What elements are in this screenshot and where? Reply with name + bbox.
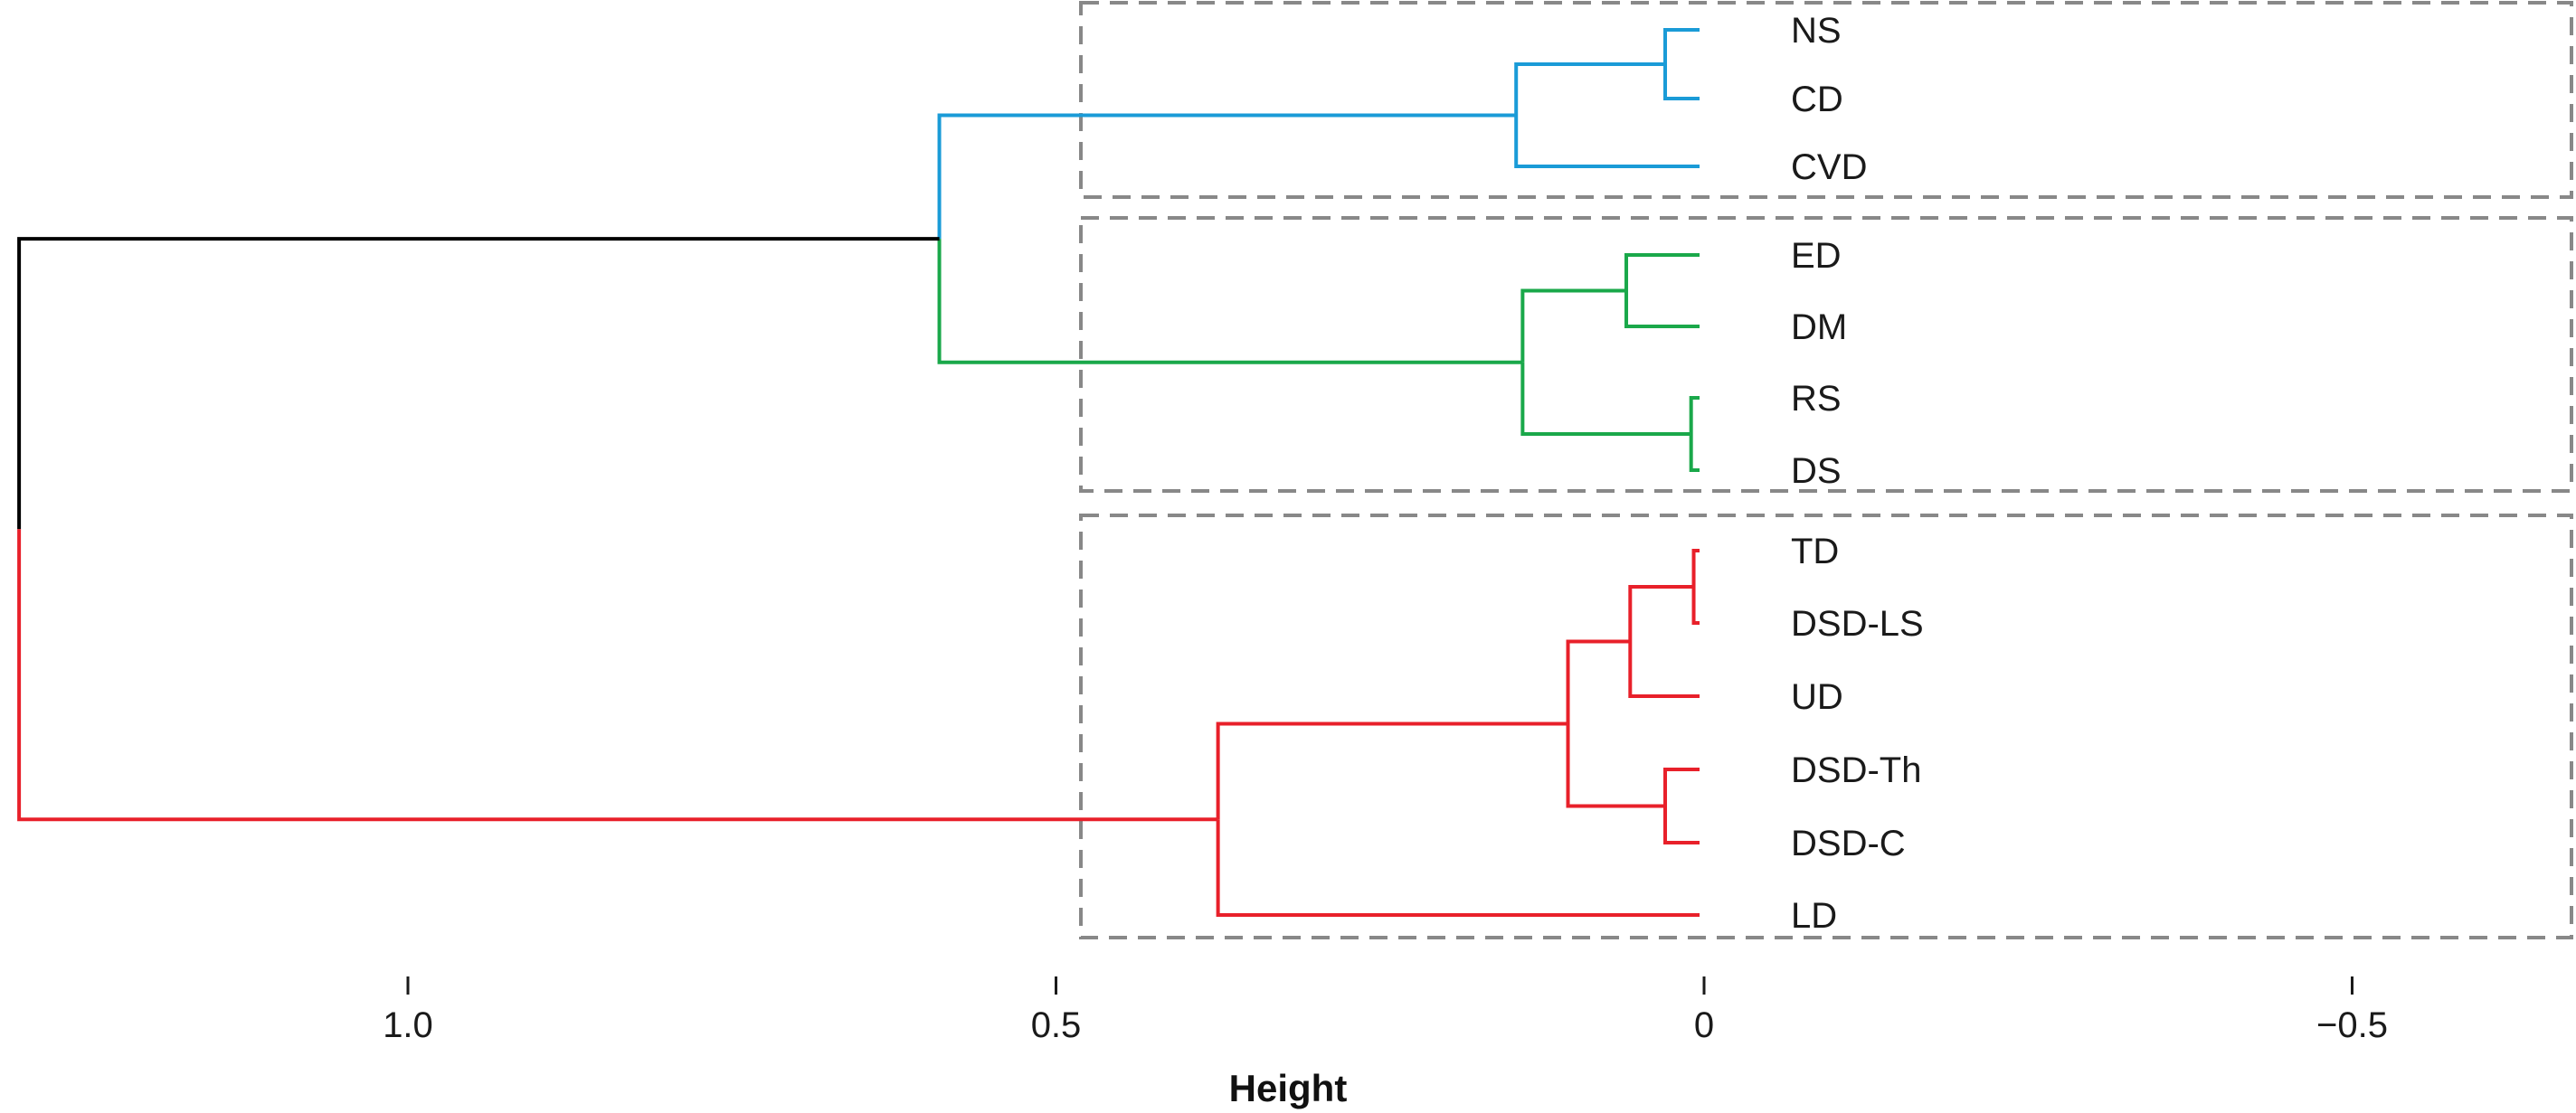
dendrogram-links — [17, 28, 1700, 917]
merge-link-lower — [1663, 806, 1700, 844]
leaf-label-cd: CD — [1791, 80, 1843, 119]
cluster-box-3 — [1079, 514, 2573, 939]
leaf-label-ld: LD — [1791, 896, 1837, 936]
merge-link-lower — [17, 529, 1218, 822]
leaf-label-rs: RS — [1791, 379, 1842, 419]
merge-link-upper — [1520, 288, 1627, 363]
x-tick-label: 0 — [1694, 1005, 1714, 1045]
leaf-label-dsd-ls: DSD-LS — [1791, 604, 1924, 644]
leaf-label-ud: UD — [1791, 677, 1843, 717]
leaf-label-dsd-th: DSD-Th — [1791, 750, 1921, 790]
merge-link-lower — [1689, 434, 1700, 472]
leaf-label-dsd-c: DSD-C — [1791, 824, 1906, 863]
merge-link-upper — [1628, 585, 1694, 642]
merge-link-upper — [1514, 62, 1666, 116]
merge-link-lower — [1520, 362, 1691, 436]
merge-link-lower — [1624, 290, 1700, 328]
leaf-label-ed: ED — [1791, 236, 1842, 276]
leaf-labels: NS CD CVD ED DM RS DS TD DSD-LS UD DSD-Th DSD-C LD — [1791, 11, 1924, 936]
merge-link-upper — [1216, 722, 1568, 820]
merge-link-lower — [1566, 723, 1666, 808]
x-axis-title: Height — [1229, 1067, 1348, 1109]
merge-link-lower — [1691, 587, 1700, 625]
merge-link-upper — [1566, 639, 1631, 724]
merge-link-upper — [17, 237, 940, 530]
cluster-box-1 — [1079, 1, 2573, 199]
merge-link-upper — [1624, 253, 1700, 291]
merge-link-upper — [1663, 28, 1700, 64]
leaf-label-ds: DS — [1791, 451, 1842, 491]
x-tick-label: 1.0 — [383, 1005, 433, 1045]
merge-link-upper — [1689, 396, 1700, 434]
x-axis: 1.0 0.5 0 −0.5 — [383, 976, 2388, 1045]
merge-link-lower — [1514, 115, 1700, 168]
merge-link-upper — [937, 113, 1517, 240]
x-tick-label: −0.5 — [2316, 1005, 2388, 1045]
leaf-label-cvd: CVD — [1791, 147, 1867, 187]
merge-link-lower — [1628, 641, 1700, 698]
merge-link-lower — [1216, 819, 1700, 917]
x-tick-label: 0.5 — [1031, 1005, 1082, 1045]
merge-link-lower — [937, 239, 1523, 364]
merge-link-upper — [1691, 549, 1700, 587]
merge-link-lower — [1663, 64, 1700, 100]
leaf-label-dm: DM — [1791, 307, 1847, 347]
cluster-boxes — [1079, 1, 2573, 939]
leaf-label-ns: NS — [1791, 11, 1842, 51]
cluster-box-2 — [1079, 216, 2573, 493]
leaf-label-td: TD — [1791, 532, 1839, 571]
merge-link-upper — [1663, 768, 1700, 806]
